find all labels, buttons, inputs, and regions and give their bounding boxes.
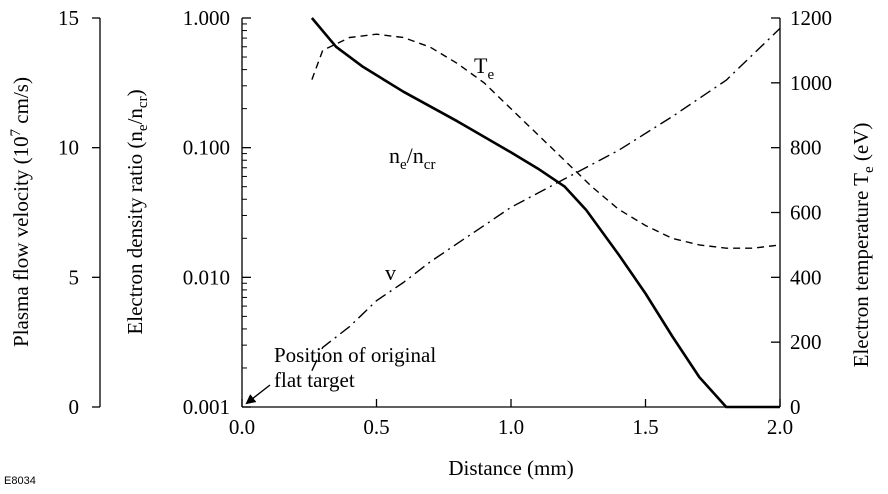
x-tick-label: 0.0	[229, 415, 255, 439]
density-tick-label: 0.010	[183, 265, 230, 289]
temperature-tick-label: 800	[790, 136, 822, 160]
temperature-tick-label: 0	[790, 395, 801, 419]
velocity-tick-label: 0	[69, 395, 80, 419]
x-tick-label: 1.5	[632, 415, 658, 439]
velocity-curve-label: v	[385, 260, 396, 285]
annotation-arrow	[245, 384, 271, 405]
density-curve-label: ne/ncr	[389, 143, 435, 173]
x-tick-label: 0.5	[363, 415, 389, 439]
density-tick-label: 1.000	[183, 6, 230, 30]
x-tick-label: 2.0	[767, 415, 793, 439]
velocity-axis-title: Plasma flow velocity (107 cm/s)	[8, 77, 33, 347]
figure-id: E8034	[4, 475, 36, 487]
velocity-tick-label: 15	[58, 6, 79, 30]
temperature-tick-label: 200	[790, 330, 822, 354]
temperature-tick-label: 1000	[790, 71, 832, 95]
temperature-curve	[311, 33, 781, 249]
x-tick-label: 1.0	[498, 415, 524, 439]
temperature-curve-label: Te	[474, 53, 494, 83]
temperature-axis-title: Electron temperature Te (eV)	[849, 123, 877, 368]
velocity-curve	[311, 27, 781, 371]
annotation-line-1: Position of original	[274, 343, 436, 367]
series-layer	[310, 17, 781, 409]
density-tick-label: 0.001	[183, 395, 230, 419]
temperature-tick-label: 1200	[790, 6, 832, 30]
velocity-tick-label: 10	[58, 136, 79, 160]
temperature-tick-label: 600	[790, 201, 822, 225]
x-axis-title: Distance (mm)	[448, 456, 573, 480]
annotation-line-2: flat target	[274, 368, 355, 392]
density-axis-title: Electron density ratio (ne/ncr)	[123, 89, 151, 334]
density-tick-label: 0.100	[183, 136, 230, 160]
tick-layer: 0.0 0.5 1.0 1.5 2.0 1.000 0.100 0.010 0.001 1200 1…	[58, 6, 832, 439]
velocity-tick-label: 5	[69, 265, 80, 289]
temperature-tick-label: 400	[790, 265, 822, 289]
density-curve	[310, 17, 780, 409]
